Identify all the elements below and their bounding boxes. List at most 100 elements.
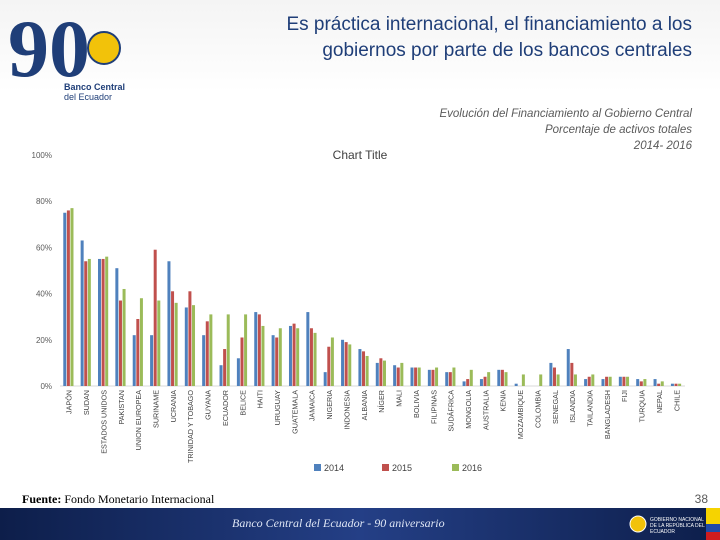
bar-2014 <box>167 261 171 386</box>
bar-2014 <box>670 383 674 386</box>
bar-2016 <box>87 258 91 386</box>
bar-2016 <box>521 374 525 386</box>
bar-2016 <box>573 374 577 386</box>
bar-2015 <box>327 346 331 386</box>
y-tick-label: 80% <box>36 197 52 206</box>
category-label: NÍGER <box>377 390 386 413</box>
bar-2015 <box>309 328 313 386</box>
bar-2016 <box>417 367 421 386</box>
bar-2015 <box>275 337 279 386</box>
y-tick-label: 100% <box>32 151 52 160</box>
bar-2016 <box>122 288 126 386</box>
bar-2016 <box>626 376 630 386</box>
category-label: FIJI <box>620 390 629 402</box>
bar-2015 <box>500 369 504 386</box>
bar-2014 <box>636 379 640 386</box>
bar-2016 <box>105 256 109 386</box>
bar-2016 <box>487 372 491 386</box>
bar-2016 <box>261 325 265 386</box>
category-label: ISLANDIA <box>568 390 577 423</box>
bar-2015 <box>466 379 470 386</box>
ecuador-flag <box>706 508 720 540</box>
category-label: NEPAL <box>655 390 664 413</box>
category-label: AUSTRALIA <box>481 390 490 430</box>
subtitle-line1: Evolución del Financiamiento al Gobierno… <box>439 108 692 120</box>
category-label: JAMAICA <box>308 390 317 421</box>
bar-2015 <box>448 372 452 386</box>
bar-2016 <box>556 374 560 386</box>
bar-2014 <box>271 335 275 386</box>
bar-2015 <box>240 337 244 386</box>
bar-2014 <box>80 240 84 386</box>
legend-label: 2016 <box>462 463 482 473</box>
category-label: SENEGAL <box>551 390 560 424</box>
legend-swatch-2014 <box>314 464 321 471</box>
logo-number: 90 <box>8 4 90 94</box>
bar-2015 <box>605 376 609 386</box>
bar-2016 <box>209 314 213 386</box>
source-text: Fondo Monetario Internacional <box>64 492 215 506</box>
bar-2015 <box>344 342 348 386</box>
bar-2016 <box>296 328 300 386</box>
bar-2016 <box>365 355 369 386</box>
category-label: TURQUIA <box>638 390 647 423</box>
bar-2014 <box>288 325 292 386</box>
category-label: SUDAN <box>82 390 91 415</box>
bar-2016 <box>70 208 74 386</box>
bar-2016 <box>435 367 439 386</box>
category-label: ALBANIA <box>360 390 369 421</box>
category-label: TRINIDAD Y TOBAGO <box>186 390 195 463</box>
bar-2014 <box>584 379 588 386</box>
bar-2015 <box>171 291 175 386</box>
footer-bar: Banco Central del Ecuador - 90 aniversar… <box>0 508 720 540</box>
legend-swatch-2015 <box>382 464 389 471</box>
bar-2015 <box>101 258 105 386</box>
bar-2015 <box>414 367 418 386</box>
bar-2014 <box>514 383 518 386</box>
bar-2014 <box>479 379 483 386</box>
bar-2014 <box>254 312 258 386</box>
bar-2015 <box>136 319 140 386</box>
bar-2014 <box>549 362 553 386</box>
bar-2015 <box>639 381 643 386</box>
category-label: MOZAMBIQUE <box>516 390 525 439</box>
bar-2016 <box>330 337 334 386</box>
bar-2015 <box>205 321 209 386</box>
page-number: 38 <box>694 492 708 506</box>
legend-label: 2014 <box>324 463 344 473</box>
category-label: NIGERIA <box>325 390 334 420</box>
category-label: KENIA <box>499 390 508 412</box>
bar-2015 <box>657 383 661 386</box>
bar-2015 <box>431 369 435 386</box>
category-label: FILIPINAS <box>429 390 438 424</box>
bar-2016 <box>539 374 543 386</box>
bar-2016 <box>452 367 456 386</box>
bar-2016 <box>678 383 682 386</box>
bar-2015 <box>552 367 556 386</box>
category-label: MONGOLIA <box>464 390 473 429</box>
bar-2015 <box>153 249 157 386</box>
category-label: BANGLADESH <box>603 390 612 439</box>
legend-swatch-2016 <box>452 464 459 471</box>
footer-label: GOBIERNO NACIONAL DE LA REPÚBLICA DEL EC… <box>650 517 705 535</box>
bar-2016 <box>313 332 317 386</box>
government-emblem-icon <box>629 515 647 533</box>
category-label: HAITI <box>256 390 265 408</box>
source-label: Fuente: <box>22 492 62 506</box>
bar-2016 <box>278 328 282 386</box>
category-label: GUYANA <box>204 390 213 420</box>
bar-2016 <box>192 305 196 386</box>
bar-2014 <box>236 358 240 386</box>
bar-2015 <box>396 367 400 386</box>
category-label: INDONESIA <box>342 390 351 430</box>
bar-2014 <box>462 381 466 386</box>
category-label: BOLIVIA <box>412 390 421 418</box>
bar-2014 <box>341 339 345 386</box>
bar-2014 <box>219 365 223 386</box>
bar-2014 <box>375 362 379 386</box>
bar-2014 <box>410 367 414 386</box>
bar-2014 <box>393 365 397 386</box>
bar-2014 <box>601 379 605 386</box>
category-label: UNION EUROPEA <box>134 390 143 451</box>
bar-2014 <box>98 258 101 386</box>
